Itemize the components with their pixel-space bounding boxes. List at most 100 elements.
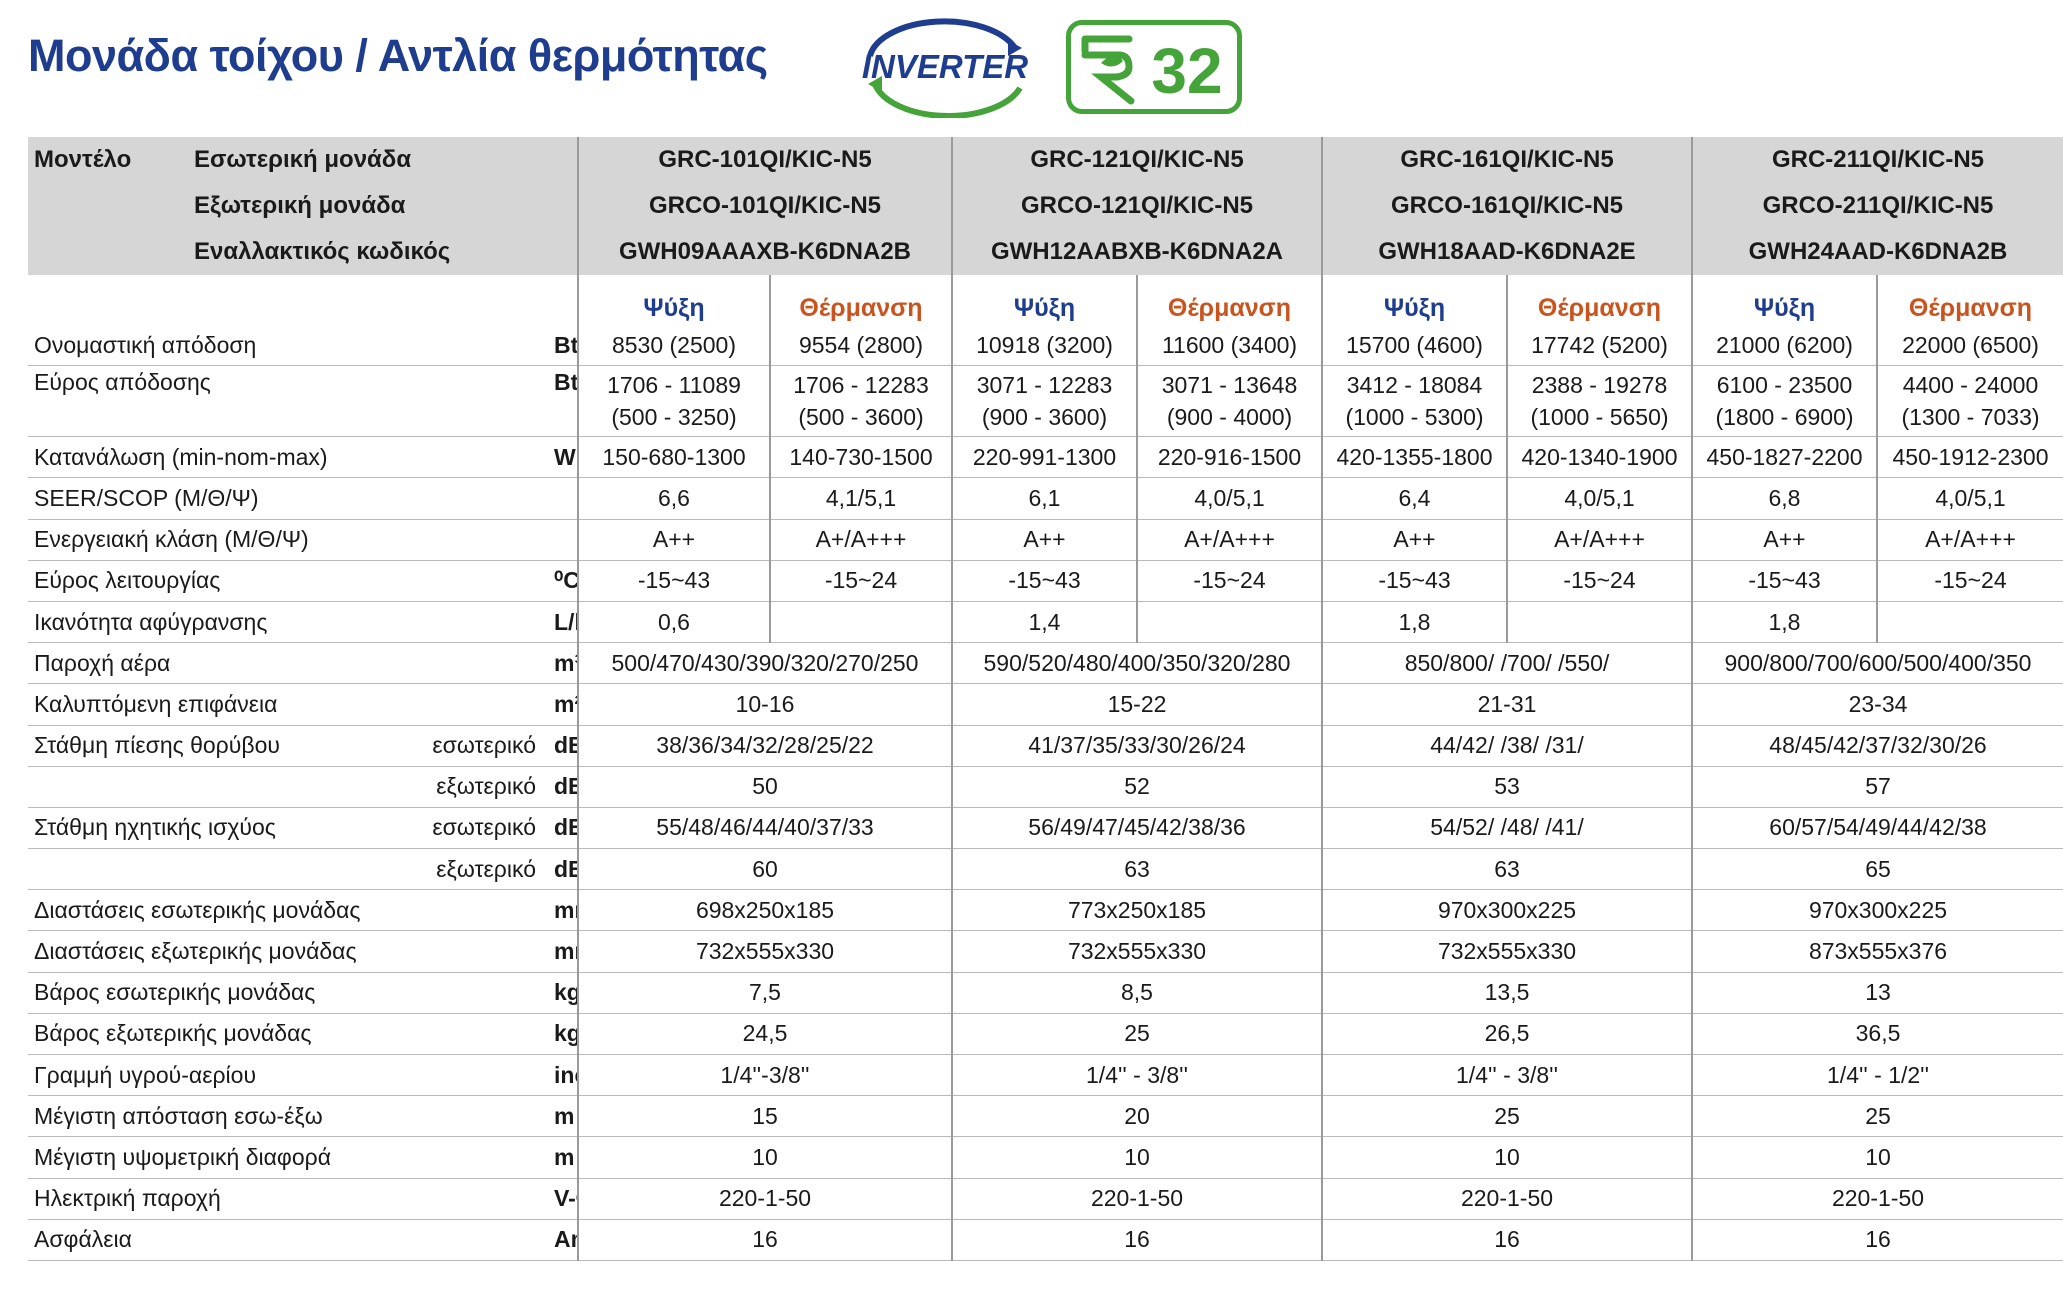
cell: 50 xyxy=(577,766,952,808)
cell: 220-1-50 xyxy=(951,1178,1322,1220)
cell: 48/45/42/37/32/30/26 xyxy=(1691,725,2063,767)
table-row: Εύρος απόδοσης Btu/h (W) 1706 - 11089(50… xyxy=(28,365,2063,438)
cell: 16 xyxy=(1321,1219,1692,1261)
cell: 420-1355-1800 xyxy=(1321,436,1507,479)
row-unit: mm xyxy=(548,889,578,932)
cell: 140-730-1500 xyxy=(769,436,952,479)
cell: 1706 - 11089 (500 - 3250) xyxy=(577,365,770,438)
cell: 11600 (3400) xyxy=(1136,325,1322,367)
cell: 220-1-50 xyxy=(1321,1178,1692,1220)
row-unit: kg xyxy=(548,972,578,1014)
header-row-alt: Εναλλακτικός κωδικός GWH09AAAXB-K6DNA2B … xyxy=(28,229,2063,275)
cell: 55/48/46/44/40/37/33 xyxy=(577,807,952,850)
mode-cooling: Ψύξη xyxy=(577,275,770,325)
cell: 9554 (2800) xyxy=(769,325,952,367)
row-unit: dB (A) xyxy=(548,848,578,891)
row-label: Ηλεκτρική παροχή xyxy=(28,1178,548,1220)
page-title: Μονάδα τοίχου / Αντλία θερμότητας xyxy=(28,30,768,81)
row-unit: inch xyxy=(548,1054,578,1097)
cell: 41/37/35/33/30/26/24 xyxy=(951,725,1322,767)
cell: 0,6 xyxy=(577,601,770,644)
cell: 10 xyxy=(951,1136,1322,1179)
row-unit: Btu/h (W) xyxy=(548,325,578,367)
cell: 25 xyxy=(951,1013,1322,1056)
mode-cooling: Ψύξη xyxy=(1321,275,1507,325)
cell: 1,4 xyxy=(951,601,1137,644)
row-unit: V-Φ-Hz xyxy=(548,1178,578,1220)
cell: 698x250x185 xyxy=(577,889,952,932)
table-row: Στάθμη ηχητικής ισχύος εσωτερικό dB (A) 5… xyxy=(28,807,2063,850)
cell: 21000 (6200) xyxy=(1691,325,1877,367)
table-row: Ικανότητα αφύγρανσης L/h 0,6 1,4 1,8 1,8 xyxy=(28,601,2063,644)
row-label: Ενεργειακή κλάση (M/Θ/Ψ) xyxy=(28,519,548,561)
row-label: Ονομαστική απόδοση xyxy=(28,325,548,367)
cell: 17742 (5200) xyxy=(1506,325,1692,367)
cell: 220-991-1300 xyxy=(951,436,1137,479)
cell: 450-1912-2300 xyxy=(1876,436,2063,479)
cell: 1/4'' - 1/2'' xyxy=(1691,1054,2063,1097)
cell: 56/49/47/45/42/38/36 xyxy=(951,807,1322,850)
cell: 220-1-50 xyxy=(1691,1178,2063,1220)
cell: 1706 - 12283 (500 - 3600) xyxy=(769,365,952,438)
cell: 6,1 xyxy=(951,477,1137,520)
cell: 63 xyxy=(1321,848,1692,891)
cell: A+/A+++ xyxy=(769,519,952,561)
cell: 732x555x330 xyxy=(577,930,952,973)
cell: -15~43 xyxy=(951,560,1137,602)
row-label: Βάρος εσωτερικής μονάδας xyxy=(28,972,548,1014)
cell: 4,0/5,1 xyxy=(1136,477,1322,520)
cell: 13 xyxy=(1691,972,2063,1014)
cell: 970x300x225 xyxy=(1321,889,1692,932)
header-row-outdoor: Εξωτερική μονάδα GRCO-101QI/KIC-N5 GRCO-… xyxy=(28,183,2063,229)
cell: -15~43 xyxy=(1691,560,1877,602)
cell xyxy=(1506,601,1692,644)
cell: 15700 (4600) xyxy=(1321,325,1507,367)
alt-label: Εναλλακτικός κωδικός xyxy=(28,229,578,275)
row-label: Ασφάλεια xyxy=(28,1219,548,1261)
table-row: Εύρος λειτουργίας ⁰C -15~43 -15~24 -15~4… xyxy=(28,560,2063,602)
cell: -15~24 xyxy=(1136,560,1322,602)
mode-heating: Θέρμανση xyxy=(1136,275,1322,325)
row-label: Εύρος απόδοσης xyxy=(28,365,548,438)
cell: 850/800/ /700/ /550/ xyxy=(1321,642,1692,685)
model-1-indoor: GRC-101QI/KIC-N5 xyxy=(577,137,952,183)
cell: 6,4 xyxy=(1321,477,1507,520)
table-row: SEER/SCOP (M/Θ/Ψ) 6,6 4,1/5,1 6,1 4,0/5,… xyxy=(28,477,2063,520)
cell: -15~43 xyxy=(1321,560,1507,602)
cell: 16 xyxy=(1691,1219,2063,1261)
cell: 900/800/700/600/500/400/350 xyxy=(1691,642,2063,685)
cell: 53 xyxy=(1321,766,1692,808)
cell: 1/4''-3/8'' xyxy=(577,1054,952,1097)
row-sublabel: εξωτερικό xyxy=(436,855,536,882)
cell: 10 xyxy=(577,1136,952,1179)
cell: -15~24 xyxy=(769,560,952,602)
model-4-outdoor: GRCO-211QI/KIC-N5 xyxy=(1691,183,2063,229)
cell: A+/A+++ xyxy=(1876,519,2063,561)
cell: 10 xyxy=(1691,1136,2063,1179)
r32-refrigerant-badge: 32 xyxy=(1066,20,1242,114)
row-unit: W xyxy=(548,436,578,479)
mode-cooling: Ψύξη xyxy=(951,275,1137,325)
row-unit: m xyxy=(548,1136,578,1179)
table-row: Ασφάλεια Ampere 16 16 16 16 xyxy=(28,1219,2063,1261)
row-unit: m xyxy=(548,1095,578,1138)
mode-heating: Θέρμανση xyxy=(1876,275,2063,325)
mode-cooling: Ψύξη xyxy=(1691,275,1877,325)
table-row: Διαστάσεις εσωτερικής μονάδας mm 698x250… xyxy=(28,889,2063,932)
cell: 52 xyxy=(951,766,1322,808)
row-label: Μέγιστη υψομετρική διαφορά xyxy=(28,1136,548,1179)
cell xyxy=(1136,601,1322,644)
cell: 7,5 xyxy=(577,972,952,1014)
row-label: Στάθμη ηχητικής ισχύος xyxy=(34,814,276,841)
row-unit xyxy=(548,519,578,561)
cell: 60/57/54/49/44/42/38 xyxy=(1691,807,2063,850)
cell: 590/520/480/400/350/320/280 xyxy=(951,642,1322,685)
table-row: εξωτερικό dB (A) 60 63 63 65 xyxy=(28,848,2063,891)
table-row: Στάθμη πίεσης θορύβου εσωτερικό dB (A) 38… xyxy=(28,725,2063,767)
row-unit: m³/h xyxy=(548,642,578,685)
row-unit: Btu/h (W) xyxy=(548,365,578,438)
mode-heating: Θέρμανση xyxy=(769,275,952,325)
cell: 220-916-1500 xyxy=(1136,436,1322,479)
model-3-indoor: GRC-161QI/KIC-N5 xyxy=(1321,137,1692,183)
table-row: Γραμμή υγρού-αερίου inch 1/4''-3/8'' 1/4… xyxy=(28,1054,2063,1097)
